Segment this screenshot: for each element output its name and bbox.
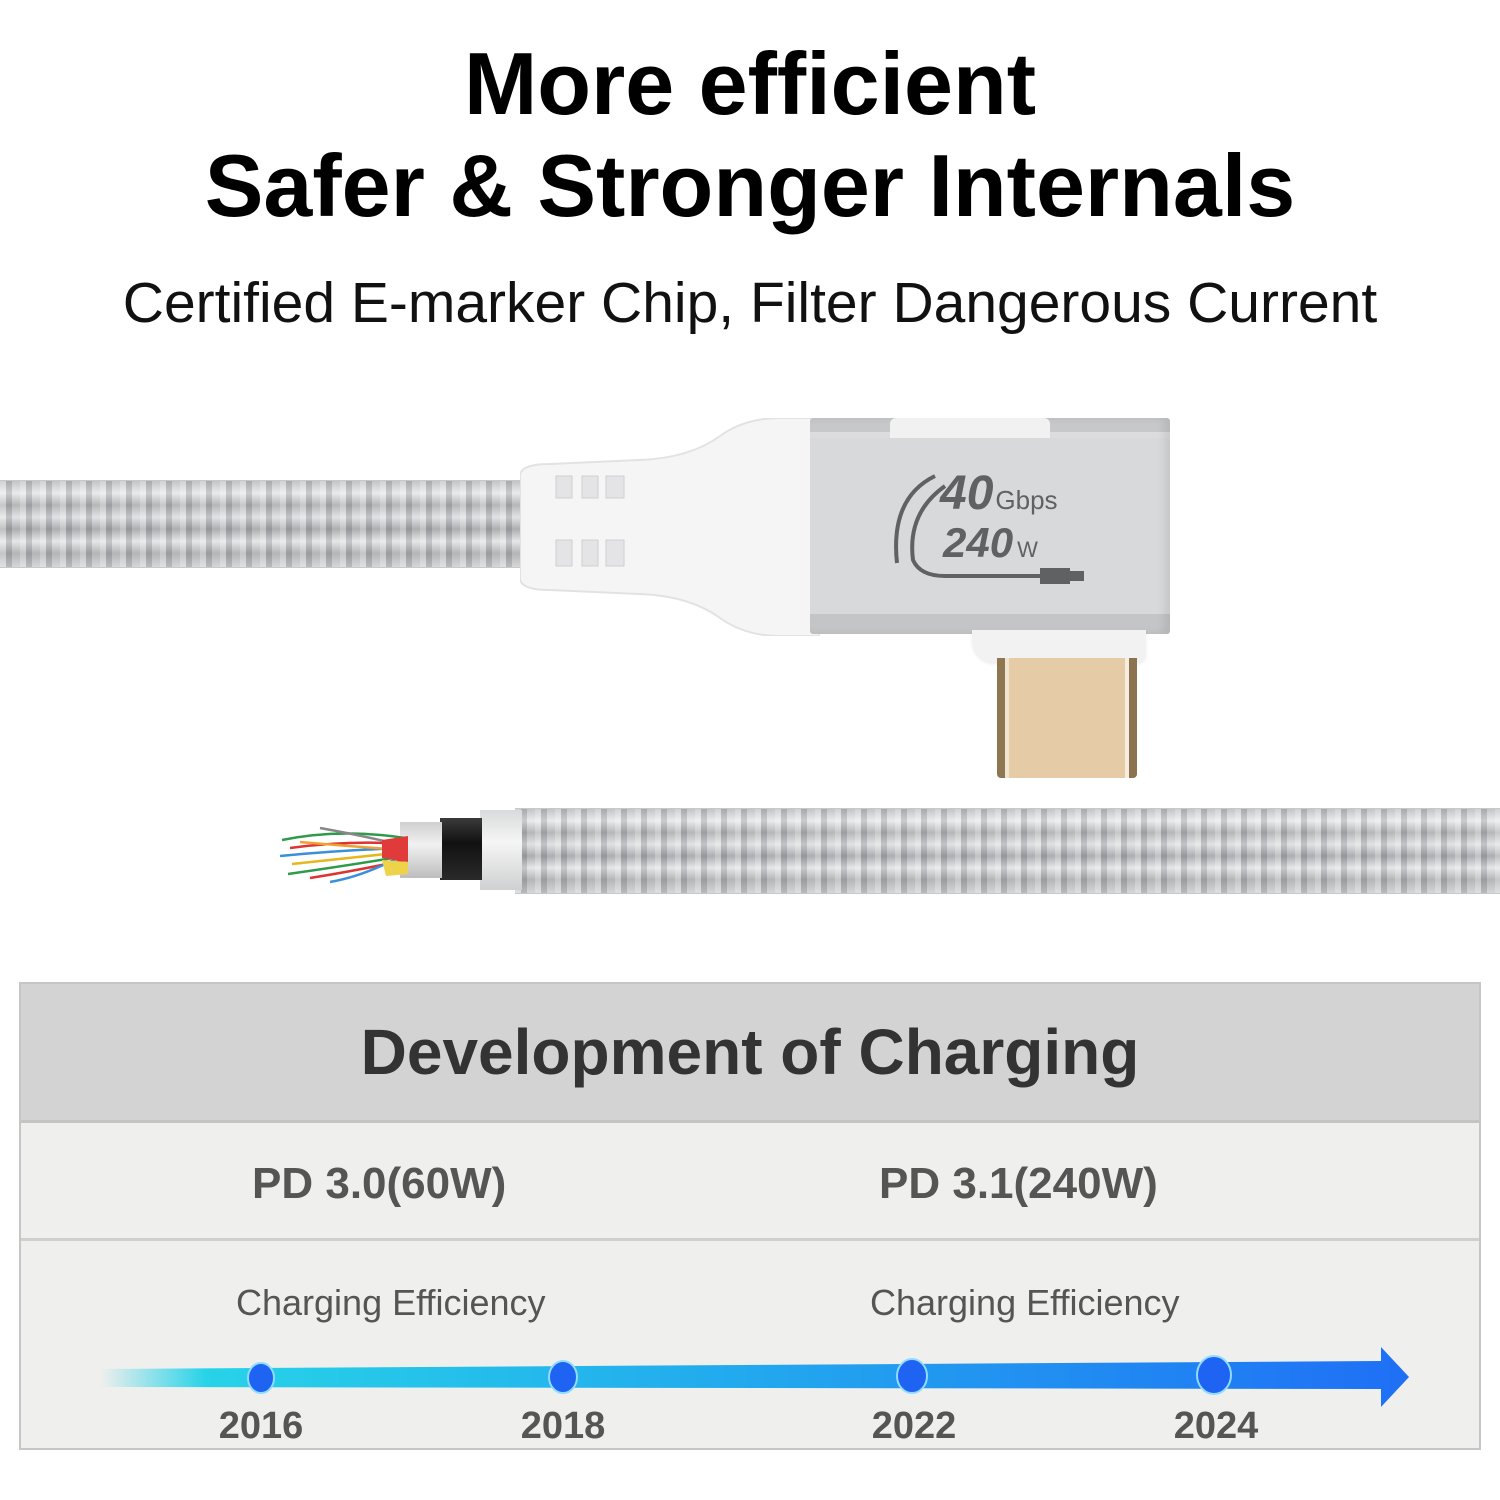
connector-housing xyxy=(810,418,1170,634)
timeline-marker-2022 xyxy=(896,1358,928,1394)
charging-development-panel: Development of Charging PD 3.0(60W) PD 3… xyxy=(19,982,1481,1450)
cable-outer-jacket xyxy=(480,810,522,890)
timeline-marker-2024 xyxy=(1196,1355,1232,1395)
efficiency-label-1: Charging Efficiency xyxy=(236,1282,546,1323)
panel-title: Development of Charging xyxy=(360,1016,1140,1088)
connector-boot xyxy=(520,418,820,636)
speed-unit: Gbps xyxy=(995,485,1058,515)
year-2024: 2024 xyxy=(1173,1405,1259,1447)
speed-power-logo: 40Gbps 240 W xyxy=(885,468,1105,593)
stripped-cable-wires xyxy=(279,826,408,884)
timeline-arrow xyxy=(101,1347,1409,1407)
year-2016: 2016 xyxy=(218,1405,304,1447)
cable-plug-logo-icon xyxy=(894,474,1084,584)
timeline-marker-2018 xyxy=(548,1360,578,1394)
speed-label: 40Gbps xyxy=(940,468,1058,526)
speed-value: 40 xyxy=(940,467,994,520)
efficiency-label-2: Charging Efficiency xyxy=(870,1282,1180,1323)
cable-black-shield xyxy=(440,818,482,880)
headline-subtitle: Certified E-marker Chip, Filter Dangerou… xyxy=(122,271,1378,335)
standards-row: PD 3.0(60W) PD 3.1(240W) xyxy=(21,1123,1479,1241)
standard-pd31: PD 3.1(240W) xyxy=(879,1159,1158,1208)
power-unit: W xyxy=(1017,537,1038,562)
braided-cable-top xyxy=(0,480,540,568)
power-value: 240 xyxy=(943,519,1014,566)
panel-header: Development of Charging xyxy=(21,984,1479,1123)
year-2022: 2022 xyxy=(871,1405,957,1447)
usb-c-plug xyxy=(997,658,1137,778)
power-label: 240 W xyxy=(943,520,1038,573)
connector-neck xyxy=(972,630,1146,662)
headline-line-2: Safer & Stronger Internals xyxy=(204,136,1296,235)
braided-cable-bottom xyxy=(515,808,1500,894)
headline-line-1: More efficient xyxy=(463,34,1037,133)
timeline-marker-2016 xyxy=(247,1362,275,1394)
year-2018: 2018 xyxy=(520,1405,606,1447)
standard-pd30: PD 3.0(60W) xyxy=(252,1159,507,1208)
